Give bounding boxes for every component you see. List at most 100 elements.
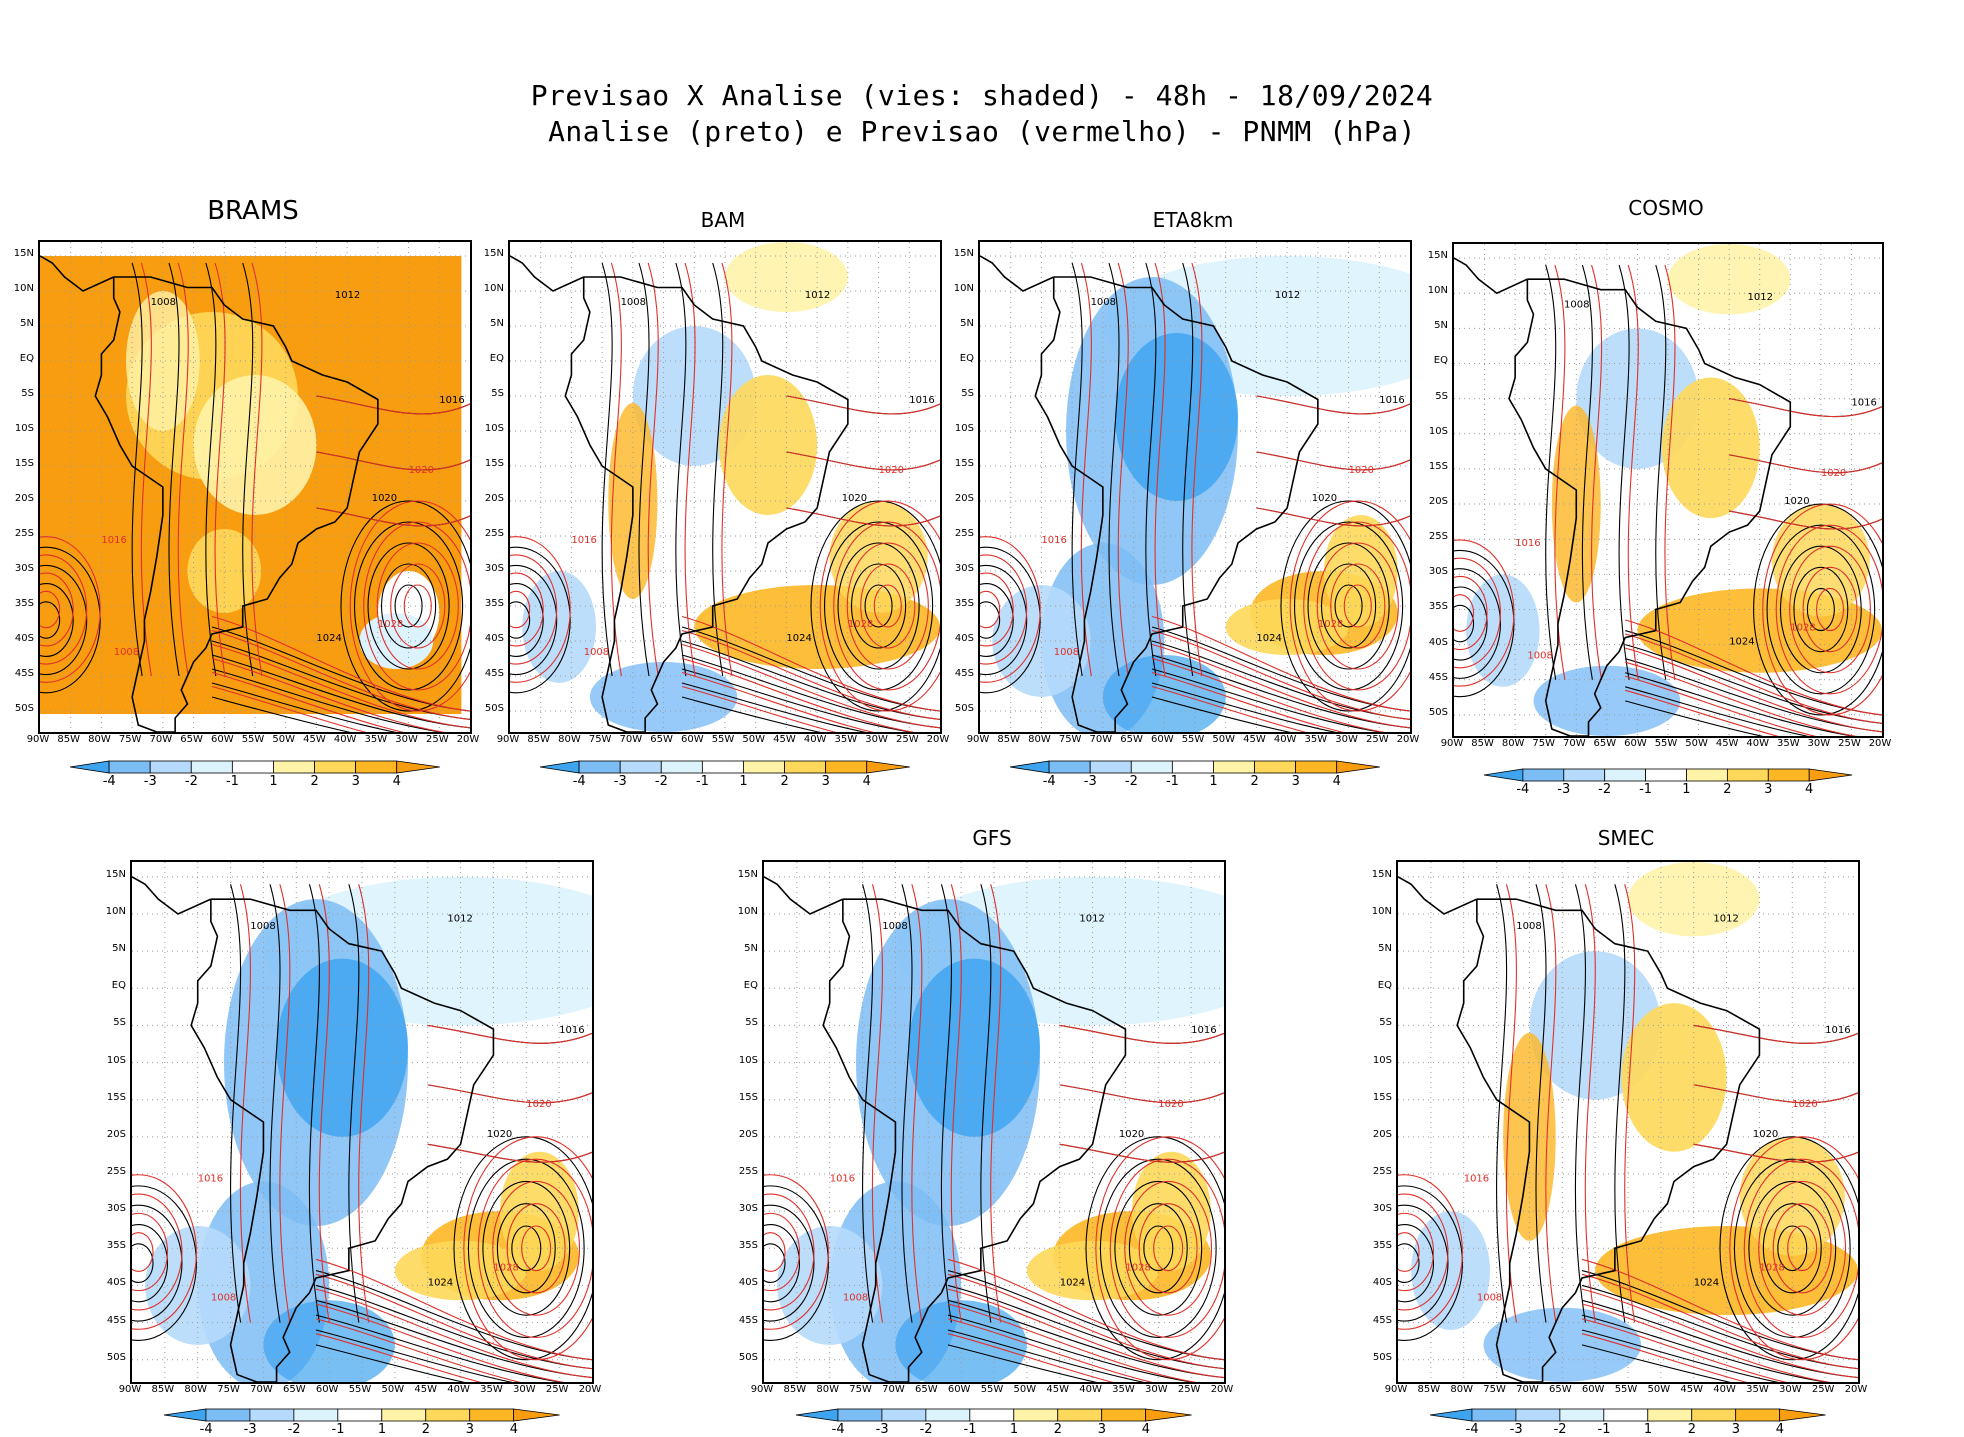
contour-value-label: 1020: [372, 493, 397, 504]
contour-value-label: 1016: [1825, 1025, 1850, 1036]
map-frame: 1008 1012 1016 1020 1024 1008 1016 1020 1028: [978, 240, 1412, 734]
latitude-tick-label: 15N: [1427, 250, 1448, 262]
longitude-tick-label: 25W: [1811, 1384, 1835, 1395]
contour-value-label: 1024: [1729, 637, 1754, 648]
longitude-tick-label: 90W: [26, 734, 50, 745]
longitude-tick-label: 75W: [849, 1384, 872, 1395]
contour-value-label: 1020: [409, 465, 434, 476]
colorbar-swatch: [381, 1408, 427, 1422]
colorbar-swatch: [578, 760, 621, 774]
colorbar-swatch: [1057, 1408, 1103, 1422]
map-frame: 1008 1012 1016 1020 1024 1008 1016 1020 1028: [1396, 860, 1860, 1384]
bias-shade: [908, 958, 1040, 1137]
longitude-tick-label: 45W: [773, 734, 796, 745]
colorbar-label: -3: [613, 774, 627, 789]
colorbar-label: 4: [1332, 774, 1341, 789]
longitude-tick-label: 50W: [1685, 738, 1708, 749]
bias-shade: [895, 1300, 1027, 1382]
colorbar-swatch: [396, 760, 440, 774]
contour-value-label: 1024: [1256, 633, 1281, 644]
longitude-tick-label: 45W: [414, 1384, 438, 1395]
colorbar-label: 2: [421, 1422, 431, 1437]
longitude-tick-label: 20W: [1844, 1384, 1868, 1395]
colorbar-swatch: [1726, 768, 1769, 782]
longitude-tick-label: 30W: [865, 734, 888, 745]
colorbar-swatch: [1145, 1408, 1192, 1422]
colorbar-swatch: [314, 760, 357, 774]
colorbar-swatch: [1295, 760, 1338, 774]
longitude-tick-label: 20W: [1868, 738, 1892, 749]
contour-value-label: 1020: [526, 1099, 551, 1110]
latitude-tick-label: 5S: [21, 388, 34, 399]
colorbar-swatch: [1101, 1408, 1147, 1422]
colorbar-label: -3: [1083, 774, 1097, 789]
colorbar: [1430, 1408, 1826, 1422]
colorbar-swatch: [825, 760, 868, 774]
longitude-tick-label: 25W: [545, 1384, 569, 1395]
contour-value-label: 1008: [1516, 921, 1541, 932]
longitude-tick-label: 50W: [1647, 1384, 1671, 1395]
colorbar: [70, 760, 440, 774]
colorbar-swatch: [619, 760, 662, 774]
map-frame: 1008 1012 1016 1020 1024 1008 1016 1020 1028: [130, 860, 594, 1384]
colorbar-swatch: [1686, 768, 1728, 782]
colorbar-swatch: [1483, 768, 1524, 782]
contour-value-label: 1028: [493, 1263, 518, 1274]
longitude-tick-label: 25W: [425, 734, 449, 745]
panel-title: COSMO: [1628, 196, 1704, 220]
colorbar-swatch: [1254, 760, 1297, 774]
map-frame: 1008 1012 1016 1020 1024 1008 1016 1020 1028: [1452, 242, 1884, 738]
panel-title: ETA8km: [1152, 208, 1234, 232]
colorbar-label: 4: [1141, 1422, 1150, 1437]
longitude-tick-label: 20W: [456, 734, 480, 745]
colorbar-label: -2: [1598, 782, 1612, 797]
longitude-tick-label: 40W: [1713, 1384, 1736, 1395]
latitude-tick-label: 5N: [960, 318, 974, 329]
lat-lon-grid: [980, 242, 1410, 732]
contour-value-label: 1024: [1060, 1277, 1085, 1288]
latitude-tick-label: 25S: [106, 1166, 126, 1177]
contour-value-label: 1020: [487, 1129, 512, 1140]
longitude-tick-label: 50W: [1212, 734, 1236, 745]
latitude-tick-label: EQ: [111, 980, 126, 992]
longitude-tick-label: 65W: [180, 734, 203, 745]
longitude-tick-label: 30W: [1807, 738, 1831, 749]
figure-title: Previsao X Analise (vies: shaded) - 48h …: [0, 78, 1964, 150]
colorbar-swatch: [925, 1408, 971, 1422]
longitude-tick-label: 90W: [966, 734, 990, 745]
longitude-tick-label: 35W: [480, 1384, 503, 1395]
contour-value-label: 1012: [447, 913, 472, 924]
contour-value-label: 1016: [1191, 1025, 1216, 1036]
colorbar-swatch: [1735, 1408, 1781, 1422]
longitude-tick-label: 40W: [1746, 738, 1770, 749]
longitude-tick-label: 50W: [381, 1384, 405, 1395]
central-america-coastline: [1454, 257, 1528, 295]
central-america-coastline: [132, 876, 212, 915]
contour-value-label: 1020: [1753, 1129, 1778, 1140]
latitude-tick-label: 20S: [106, 1128, 126, 1140]
colorbar-label: -2: [1124, 774, 1138, 789]
forecast-isobars: [764, 884, 1224, 1382]
colorbar-swatch: [837, 1408, 883, 1422]
latitude-tick-label: 25S: [738, 1166, 758, 1177]
longitude-tick-label: 70W: [882, 1384, 905, 1395]
colorbar: [540, 760, 910, 774]
colorbar-swatch: [1691, 1408, 1737, 1422]
colorbar-label: -2: [919, 1422, 933, 1437]
latitude-tick-label: 20S: [954, 493, 974, 504]
colorbar-label: -4: [199, 1422, 213, 1437]
longitude-tick-label: 55W: [241, 734, 265, 745]
latitude-tick-label: 30S: [1372, 1203, 1392, 1215]
colorbar-swatch: [796, 1408, 839, 1422]
latitude-tick-label: 25S: [14, 528, 34, 539]
central-america-coastline: [764, 876, 844, 915]
colorbar-swatch: [969, 1408, 1015, 1422]
longitude-tick-label: 80W: [558, 734, 581, 745]
latitude-tick-label: 45S: [14, 668, 34, 679]
bias-shade: [1483, 1307, 1642, 1382]
latitude-tick-label: 10N: [13, 283, 34, 294]
colorbar-swatch: [425, 1408, 471, 1422]
contour-value-label: 1008: [211, 1292, 236, 1303]
latitude-tick-label: 5S: [961, 388, 974, 399]
colorbar-swatch: [1767, 768, 1810, 782]
